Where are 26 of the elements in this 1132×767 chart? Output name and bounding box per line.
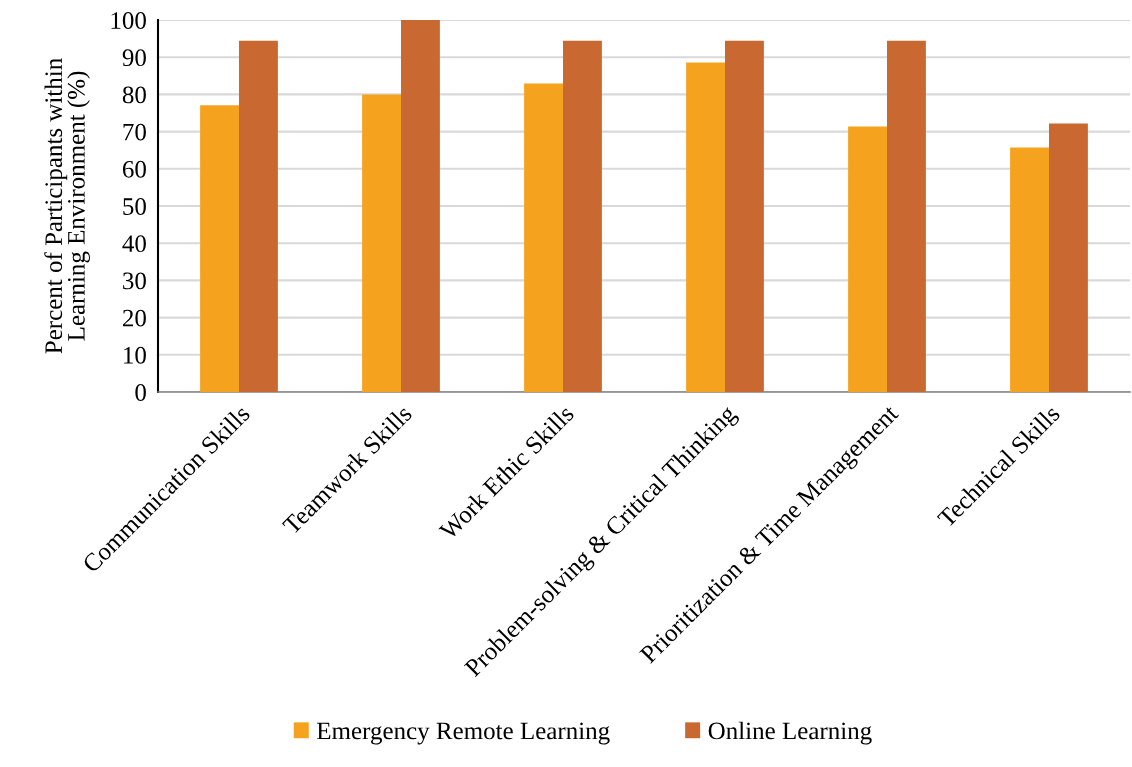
y-axis-title: Percent of Participants within Learning Environment (%) xyxy=(44,58,90,354)
y-tick-label: 0 xyxy=(135,384,146,401)
y-tick-label: 40 xyxy=(122,235,146,253)
y-tick-label: 10 xyxy=(124,346,146,364)
bar xyxy=(401,20,440,392)
bar xyxy=(1049,123,1088,392)
bar xyxy=(563,40,602,392)
y-tick-label: 100 xyxy=(111,12,146,29)
y-tick-label: 50 xyxy=(123,198,146,215)
legend-label: Emergency Remote Learning xyxy=(316,722,610,745)
bar xyxy=(887,40,926,392)
y-tick-label: 20 xyxy=(122,309,146,327)
y-tick-label: 70 xyxy=(123,123,146,141)
bar xyxy=(524,83,563,392)
bar xyxy=(200,105,239,392)
y-tick-label: 60 xyxy=(122,160,146,178)
bar xyxy=(1010,147,1049,392)
y-tick-label: 80 xyxy=(122,86,146,104)
bar xyxy=(362,94,401,392)
y-tick-label: 90 xyxy=(122,49,146,67)
bar xyxy=(686,62,725,392)
bar xyxy=(725,40,764,392)
legend-label: Online Learning xyxy=(708,721,872,745)
bar xyxy=(848,126,887,392)
y-tick-label: 30 xyxy=(123,272,146,290)
bar xyxy=(239,40,278,392)
